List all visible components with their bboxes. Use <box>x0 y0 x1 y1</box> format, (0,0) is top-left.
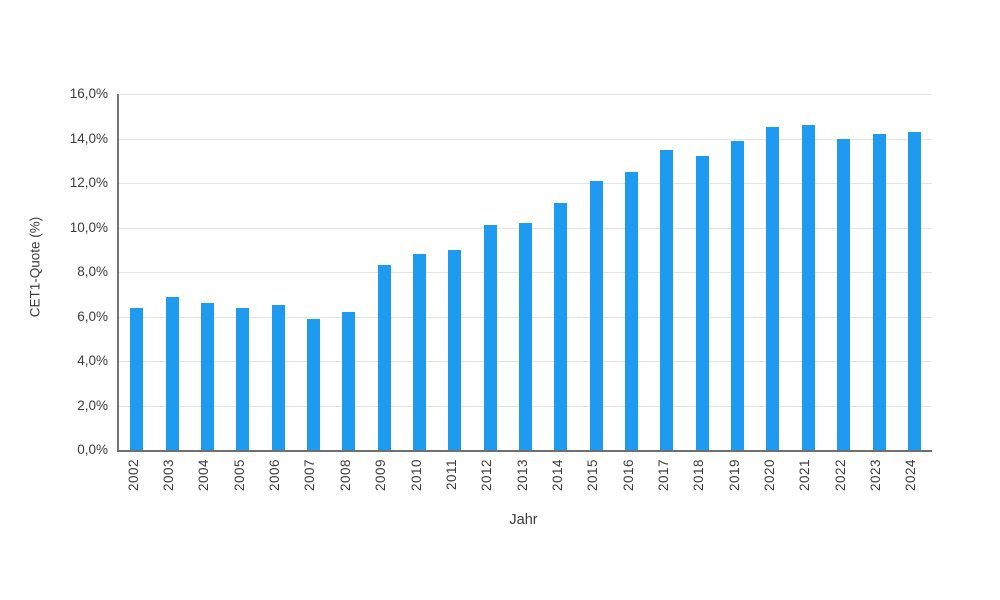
bar-2023 <box>872 134 886 450</box>
bar-2017 <box>660 149 674 450</box>
bar-2014 <box>554 203 568 450</box>
x-tick-label: 2015 <box>585 459 601 492</box>
bar-2012 <box>483 225 497 450</box>
x-tick-label: 2019 <box>726 459 742 492</box>
bar-2016 <box>625 171 638 450</box>
bar-2015 <box>589 180 603 450</box>
x-tick-label: 2014 <box>549 459 565 492</box>
bar-2006 <box>271 305 285 450</box>
x-tick-label: 2003 <box>161 459 176 492</box>
y-axis-ticks: 0,0% 2,0% 4,0% 6,0% 8,0% 10,0% 12,0% 14,0% 16,0% <box>0 86 108 457</box>
y-tick-label: 12,0% <box>69 175 108 190</box>
y-tick-label: 2,0% <box>77 397 108 413</box>
bar-2009 <box>377 265 391 450</box>
x-tick-label: 2021 <box>797 459 813 492</box>
x-tick-label: 2009 <box>373 459 389 492</box>
bar-2008 <box>342 312 356 450</box>
y-tick-label: 4,0% <box>77 353 108 368</box>
x-tick-label: 2002 <box>125 459 141 492</box>
x-tick-label: 2016 <box>620 459 636 492</box>
bar-2007 <box>306 318 320 450</box>
plot-area <box>117 94 932 452</box>
bar-2004 <box>200 303 214 450</box>
x-tick-label: 2005 <box>231 459 247 492</box>
y-tick-label: 0,0% <box>77 442 108 457</box>
bar-2024 <box>907 131 921 450</box>
x-tick-label: 2020 <box>761 459 777 492</box>
bar-2013 <box>519 223 532 450</box>
y-tick-label: 10,0% <box>69 219 108 235</box>
gridline <box>119 138 932 140</box>
bar-2003 <box>165 296 179 450</box>
x-tick-label: 2012 <box>479 459 495 492</box>
x-tick-label: 2023 <box>868 459 883 492</box>
x-tick-label: 2007 <box>302 459 318 492</box>
x-tick-label: 2006 <box>267 459 283 492</box>
bar-2021 <box>801 125 815 450</box>
bar-2010 <box>413 254 426 450</box>
x-tick-label: 2022 <box>832 459 848 492</box>
x-tick-label: 2018 <box>691 459 707 492</box>
x-axis-ticks: 2002 2003 2004 2005 2006 2007 2008 2009 2010 2011… <box>117 459 930 511</box>
bar-2020 <box>766 127 780 450</box>
bar-2002 <box>130 307 144 450</box>
x-tick-label: 2024 <box>903 459 919 492</box>
y-tick-label: 14,0% <box>69 130 108 146</box>
bar-2019 <box>731 140 745 450</box>
x-axis-title: Jahr <box>509 512 538 528</box>
bar-2011 <box>448 249 462 450</box>
x-tick-label: 2010 <box>408 459 424 492</box>
bar-2022 <box>837 138 851 450</box>
y-tick-label: 16,0% <box>69 86 108 101</box>
gridline <box>119 94 932 95</box>
x-tick-label: 2004 <box>196 459 212 492</box>
x-tick-label: 2011 <box>443 459 459 491</box>
y-tick-label: 8,0% <box>77 264 108 279</box>
x-tick-label: 2013 <box>514 459 530 492</box>
x-tick-label: 2017 <box>655 459 671 492</box>
x-tick-label: 2008 <box>337 459 353 492</box>
gridline <box>119 183 932 184</box>
bar-2018 <box>695 156 709 450</box>
y-tick-label: 6,0% <box>77 308 108 324</box>
bar-2005 <box>236 307 250 450</box>
